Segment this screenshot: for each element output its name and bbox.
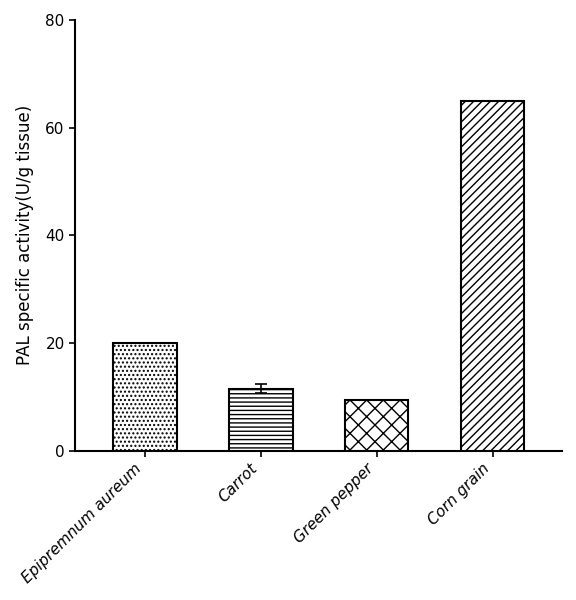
Bar bbox=[461, 101, 524, 451]
Bar bbox=[344, 400, 408, 451]
Bar bbox=[229, 389, 293, 451]
Y-axis label: PAL specific activity(U/g tissue): PAL specific activity(U/g tissue) bbox=[16, 105, 34, 365]
Bar bbox=[113, 343, 177, 451]
